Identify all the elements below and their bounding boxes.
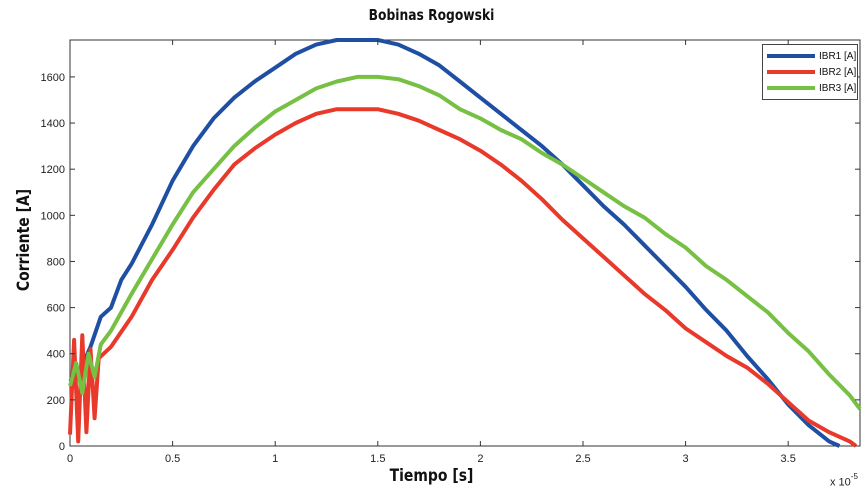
y-tick-label: 800 xyxy=(47,256,65,268)
y-tick-label: 400 xyxy=(47,349,65,361)
x-axis-exponent: x 10-5 xyxy=(830,472,858,489)
series-line-ibr2 xyxy=(68,107,858,448)
y-axis-label: Corriente [A] xyxy=(14,188,34,292)
chart-legend: IBR1 [A] IBR2 [A] IBR3 [A] xyxy=(762,44,858,100)
x-tick-label: 2.5 xyxy=(575,453,590,465)
y-tick-label: 600 xyxy=(47,303,65,315)
x-axis-exponent-power: -5 xyxy=(850,472,858,481)
x-tick-label: 1.5 xyxy=(370,453,385,465)
x-axis-label: Tiempo [s] xyxy=(389,466,474,486)
y-tick-label: 0 xyxy=(59,441,65,453)
y-tick-label: 1200 xyxy=(41,164,65,176)
y-tick-label: 1000 xyxy=(41,210,65,222)
legend-label-ibr2: IBR2 [A] xyxy=(819,66,857,78)
series-line-ibr1 xyxy=(68,38,841,448)
series-line-ibr3 xyxy=(68,74,862,411)
legend-item-ibr2: IBR2 [A] xyxy=(767,65,856,79)
x-axis-exponent-base: x 10 xyxy=(830,476,851,489)
plot-frame xyxy=(69,39,861,447)
legend-swatch-ibr2 xyxy=(767,70,815,74)
legend-swatch-ibr3 xyxy=(767,86,815,90)
legend-label-ibr1: IBR1 [A] xyxy=(819,50,857,62)
legend-item-ibr3: IBR3 [A] xyxy=(767,81,856,95)
y-tick-label: 1400 xyxy=(41,118,65,130)
chart-title: Bobinas Rogowski xyxy=(368,6,495,24)
x-tick-label: 3 xyxy=(683,453,689,465)
x-tick-label: 1 xyxy=(272,453,278,465)
legend-item-ibr1: IBR1 [A] xyxy=(767,49,856,63)
legend-label-ibr3: IBR3 [A] xyxy=(819,82,857,94)
y-tick-label: 200 xyxy=(47,395,65,407)
legend-swatch-ibr1 xyxy=(767,54,815,58)
y-tick-label: 1600 xyxy=(41,72,65,84)
x-tick-label: 3.5 xyxy=(781,453,796,465)
x-tick-label: 2 xyxy=(477,453,483,465)
x-tick-label: 0 xyxy=(67,453,73,465)
x-tick-label: 0.5 xyxy=(165,453,180,465)
